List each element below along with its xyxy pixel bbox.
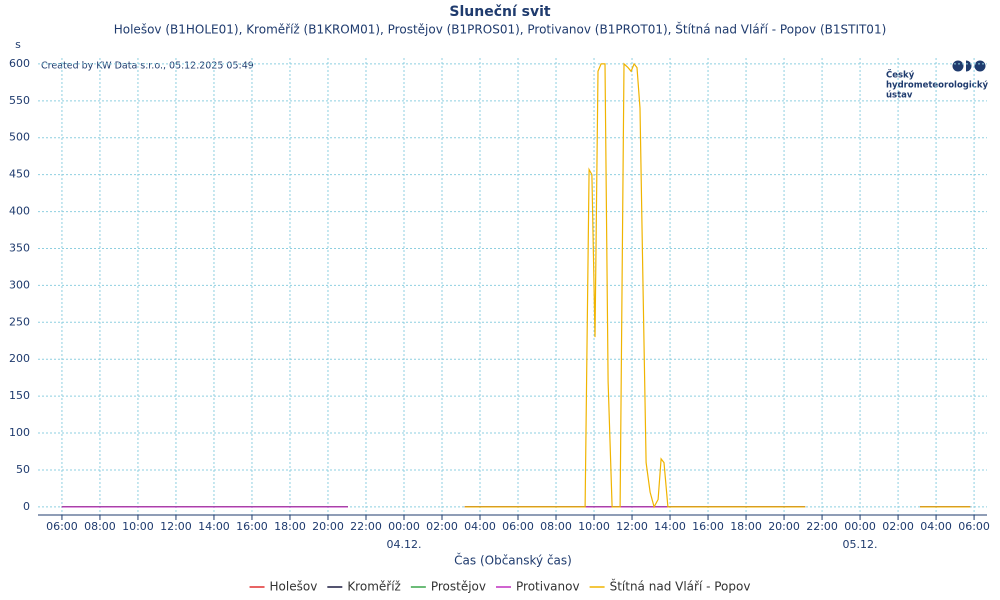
- x-tick-label: 08:00: [540, 520, 572, 533]
- legend-label: Kroměříž: [347, 580, 401, 594]
- chart-title: Sluneční svit: [449, 4, 551, 20]
- y-tick-label: 500: [9, 131, 30, 144]
- x-tick-label: 12:00: [160, 520, 192, 533]
- watermark: Created by KW Data s.r.o., 05.12.2025 05…: [41, 61, 254, 72]
- y-tick-label: 300: [9, 278, 30, 291]
- chart-subtitle: Holešov (B1HOLE01), Kroměříž (B1KROM01),…: [114, 22, 887, 37]
- x-tick-label: 14:00: [198, 520, 230, 533]
- x-tick-label: 14:00: [654, 520, 686, 533]
- legend-label: Štítná nad Vláří - Popov: [610, 579, 751, 594]
- x-tick-label: 08:00: [84, 520, 116, 533]
- y-tick-label: 550: [9, 94, 30, 107]
- legend-label: Prostějov: [431, 580, 486, 594]
- logo-text: hydrometeorologický: [886, 81, 988, 91]
- x-tick-label: 02:00: [426, 520, 458, 533]
- x-tick-label: 18:00: [274, 520, 306, 533]
- legend-label: Holešov: [270, 580, 318, 594]
- x-tick-label: 06:00: [502, 520, 534, 533]
- x-tick-label: 12:00: [616, 520, 648, 533]
- legend-label: Protivanov: [516, 580, 580, 594]
- x-tick-label: 06:00: [958, 520, 990, 533]
- y-tick-label: 350: [9, 241, 30, 254]
- x-tick-label: 16:00: [236, 520, 268, 533]
- logo-dot: [974, 60, 986, 72]
- x-tick-label: 00:00: [388, 520, 420, 533]
- y-tick-label: 600: [9, 57, 30, 70]
- y-tick-label: 100: [9, 426, 30, 439]
- y-tick-label: 150: [9, 389, 30, 402]
- y-tick-label: 50: [16, 463, 30, 476]
- y-tick-label: 250: [9, 315, 30, 328]
- date-label: 05.12.: [843, 538, 878, 551]
- x-tick-label: 20:00: [768, 520, 800, 533]
- y-unit: s: [15, 38, 21, 51]
- logo-dot: [966, 60, 972, 72]
- x-tick-label: 10:00: [122, 520, 154, 533]
- x-tick-label: 16:00: [692, 520, 724, 533]
- x-tick-label: 22:00: [806, 520, 838, 533]
- logo-dot: [952, 60, 964, 72]
- x-tick-label: 22:00: [350, 520, 382, 533]
- y-tick-label: 0: [23, 500, 30, 513]
- series-line: [464, 62, 971, 509]
- x-tick-label: 20:00: [312, 520, 344, 533]
- logo-text: ústav: [886, 91, 913, 101]
- x-tick-label: 06:00: [46, 520, 78, 533]
- logo-text: Český: [886, 69, 915, 81]
- x-tick-label: 02:00: [882, 520, 914, 533]
- y-tick-label: 200: [9, 352, 30, 365]
- x-tick-label: 18:00: [730, 520, 762, 533]
- x-tick-label: 10:00: [578, 520, 610, 533]
- x-tick-label: 00:00: [844, 520, 876, 533]
- x-tick-label: 04:00: [464, 520, 496, 533]
- y-tick-label: 450: [9, 168, 30, 181]
- x-axis-title: Čas (Občanský čas): [454, 553, 572, 568]
- y-tick-label: 400: [9, 205, 30, 218]
- date-label: 04.12.: [386, 538, 421, 551]
- x-tick-label: 04:00: [920, 520, 952, 533]
